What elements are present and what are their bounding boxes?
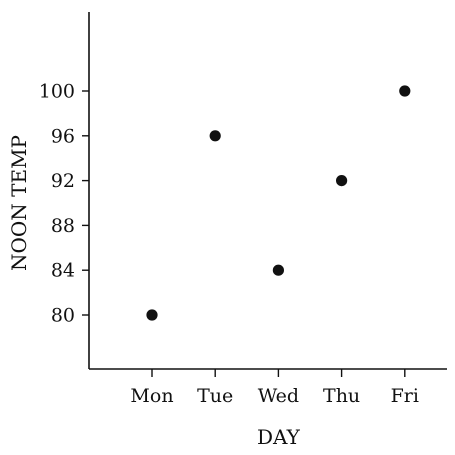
y-axis-title: NOON TEMP bbox=[7, 135, 31, 271]
y-tick-label: 84 bbox=[51, 260, 75, 282]
x-axis-title: DAY bbox=[257, 425, 301, 449]
y-tick-label: 100 bbox=[39, 81, 75, 103]
x-tick-label: Fri bbox=[391, 385, 419, 407]
x-axis-ticks: Mon Tue Wed Thu Fri bbox=[130, 369, 419, 407]
x-tick-label: Wed bbox=[258, 385, 299, 407]
y-tick-label: 88 bbox=[51, 215, 75, 237]
y-tick-label: 92 bbox=[51, 170, 75, 192]
x-tick-label: Tue bbox=[197, 385, 233, 407]
y-tick-label: 96 bbox=[51, 125, 75, 147]
data-point bbox=[272, 264, 284, 276]
data-point bbox=[209, 130, 221, 142]
y-tick-label: 80 bbox=[51, 305, 75, 327]
data-point bbox=[146, 309, 158, 321]
x-tick-label: Thu bbox=[323, 385, 360, 407]
data-points bbox=[146, 85, 411, 321]
data-point bbox=[336, 175, 348, 187]
data-point bbox=[399, 85, 411, 97]
x-tick-label: Mon bbox=[130, 385, 173, 407]
y-axis-ticks: 80 84 88 92 96 100 bbox=[39, 81, 89, 327]
axes bbox=[88, 12, 447, 370]
